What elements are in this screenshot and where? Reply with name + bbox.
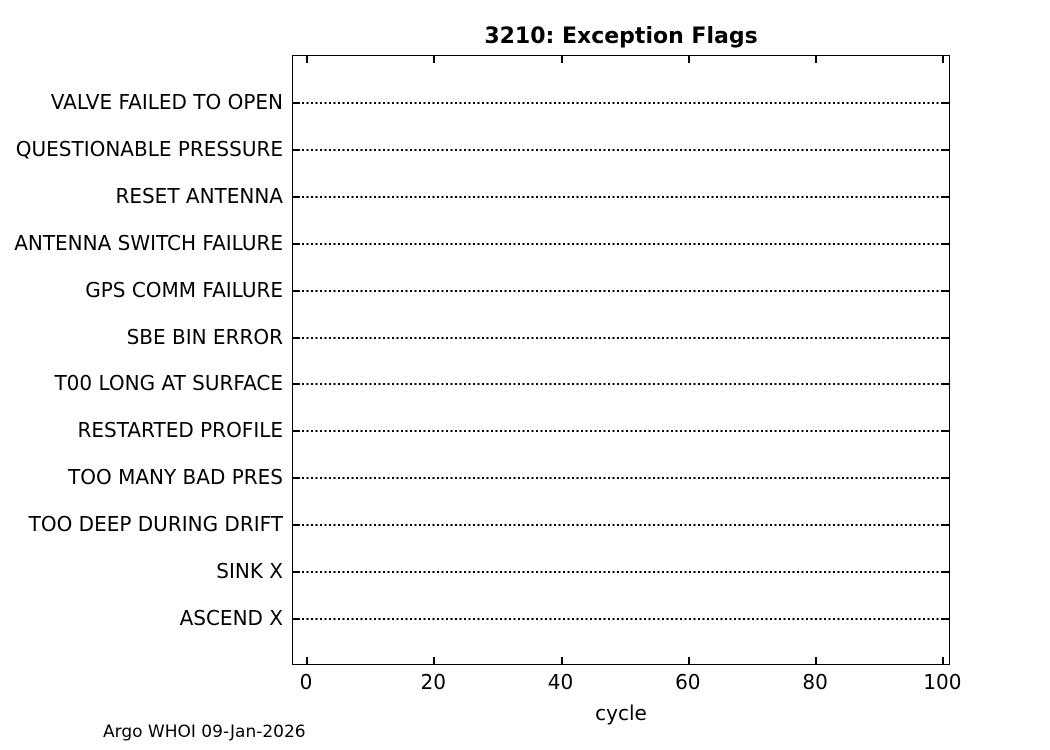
y-axis-tick [293, 618, 300, 621]
y-tick-label: TOO DEEP DURING DRIFT [28, 512, 283, 537]
y-axis-tick [293, 289, 300, 292]
x-axis-tick [306, 56, 308, 63]
y-axis-tick [942, 101, 949, 104]
x-tick-label: 40 [547, 670, 574, 694]
x-axis-tick [687, 657, 690, 664]
y-axis-tick [293, 383, 300, 386]
y-axis-tick [942, 289, 949, 292]
x-axis-tick [433, 657, 436, 664]
x-axis-tick [306, 657, 308, 664]
y-tick-label: VALVE FAILED TO OPEN [50, 89, 283, 114]
y-axis-tick [942, 618, 949, 621]
y-axis-tick [293, 242, 300, 245]
y-tick-label: SBE BIN ERROR [126, 324, 283, 349]
x-axis-tick-labels: 0 20 40 60 80 100 [292, 670, 962, 697]
category-gridline [293, 148, 949, 151]
y-axis-tick [293, 430, 300, 433]
y-tick-label: RESET ANTENNA [115, 183, 283, 208]
x-tick-label: 100 [923, 670, 962, 694]
y-axis-tick [293, 477, 300, 480]
y-axis-tick [942, 242, 949, 245]
x-axis-tick [560, 657, 563, 664]
y-axis-tick [293, 524, 300, 527]
x-tick-label: 80 [802, 670, 828, 694]
x-axis-tick [942, 657, 945, 664]
y-tick-label: TOO MANY BAD PRES [68, 465, 283, 490]
y-tick-label: GPS COMM FAILURE [85, 277, 283, 302]
x-axis-tick [433, 56, 436, 63]
y-tick-label: ASCEND X [179, 606, 283, 631]
category-gridline [293, 336, 949, 339]
y-axis-tick [942, 571, 949, 574]
category-gridline [293, 477, 949, 480]
y-axis-tick [942, 336, 949, 339]
x-tick-label: 0 [299, 670, 313, 694]
y-axis-tick [293, 336, 300, 339]
category-gridline [293, 383, 949, 386]
y-axis-tick [942, 383, 949, 386]
category-gridline [293, 101, 949, 104]
y-axis-tick [293, 148, 300, 151]
category-gridline [293, 571, 949, 574]
x-tick-label: 20 [420, 670, 446, 694]
y-tick-label: T00 LONG AT SURFACE [54, 371, 283, 396]
x-axis-tick [560, 56, 563, 63]
y-tick-label: QUESTIONABLE PRESSURE [15, 136, 283, 161]
y-axis-tick [942, 524, 949, 527]
y-axis-tick [942, 430, 949, 433]
footer-credit: Argo WHOI 09-Jan-2026 [103, 722, 306, 742]
category-gridline [293, 524, 949, 527]
category-gridline [293, 430, 949, 433]
x-axis-title: cycle [595, 701, 647, 725]
y-axis-tick [293, 195, 300, 198]
y-tick-label: ANTENNA SWITCH FAILURE [14, 230, 283, 255]
category-gridline [293, 618, 949, 621]
plot-area [292, 55, 950, 665]
x-tick-label: 60 [675, 670, 701, 694]
category-gridline [293, 242, 949, 245]
category-gridline [293, 195, 949, 198]
y-axis-tick-labels: VALVE FAILED TO OPEN QUESTIONABLE PRESSUR… [0, 55, 283, 665]
y-axis-tick [942, 195, 949, 198]
x-axis-tick [942, 56, 945, 63]
x-axis-tick [815, 657, 818, 664]
category-gridline [293, 289, 949, 292]
x-axis-tick [815, 56, 818, 63]
y-axis-tick [942, 477, 949, 480]
x-axis-tick [687, 56, 690, 63]
y-tick-label: SINK X [216, 559, 283, 584]
y-axis-tick [293, 101, 300, 104]
y-axis-tick [942, 148, 949, 151]
chart-title: 3210: Exception Flags [484, 24, 758, 49]
y-tick-label: RESTARTED PROFILE [77, 418, 283, 443]
y-axis-tick [293, 571, 300, 574]
